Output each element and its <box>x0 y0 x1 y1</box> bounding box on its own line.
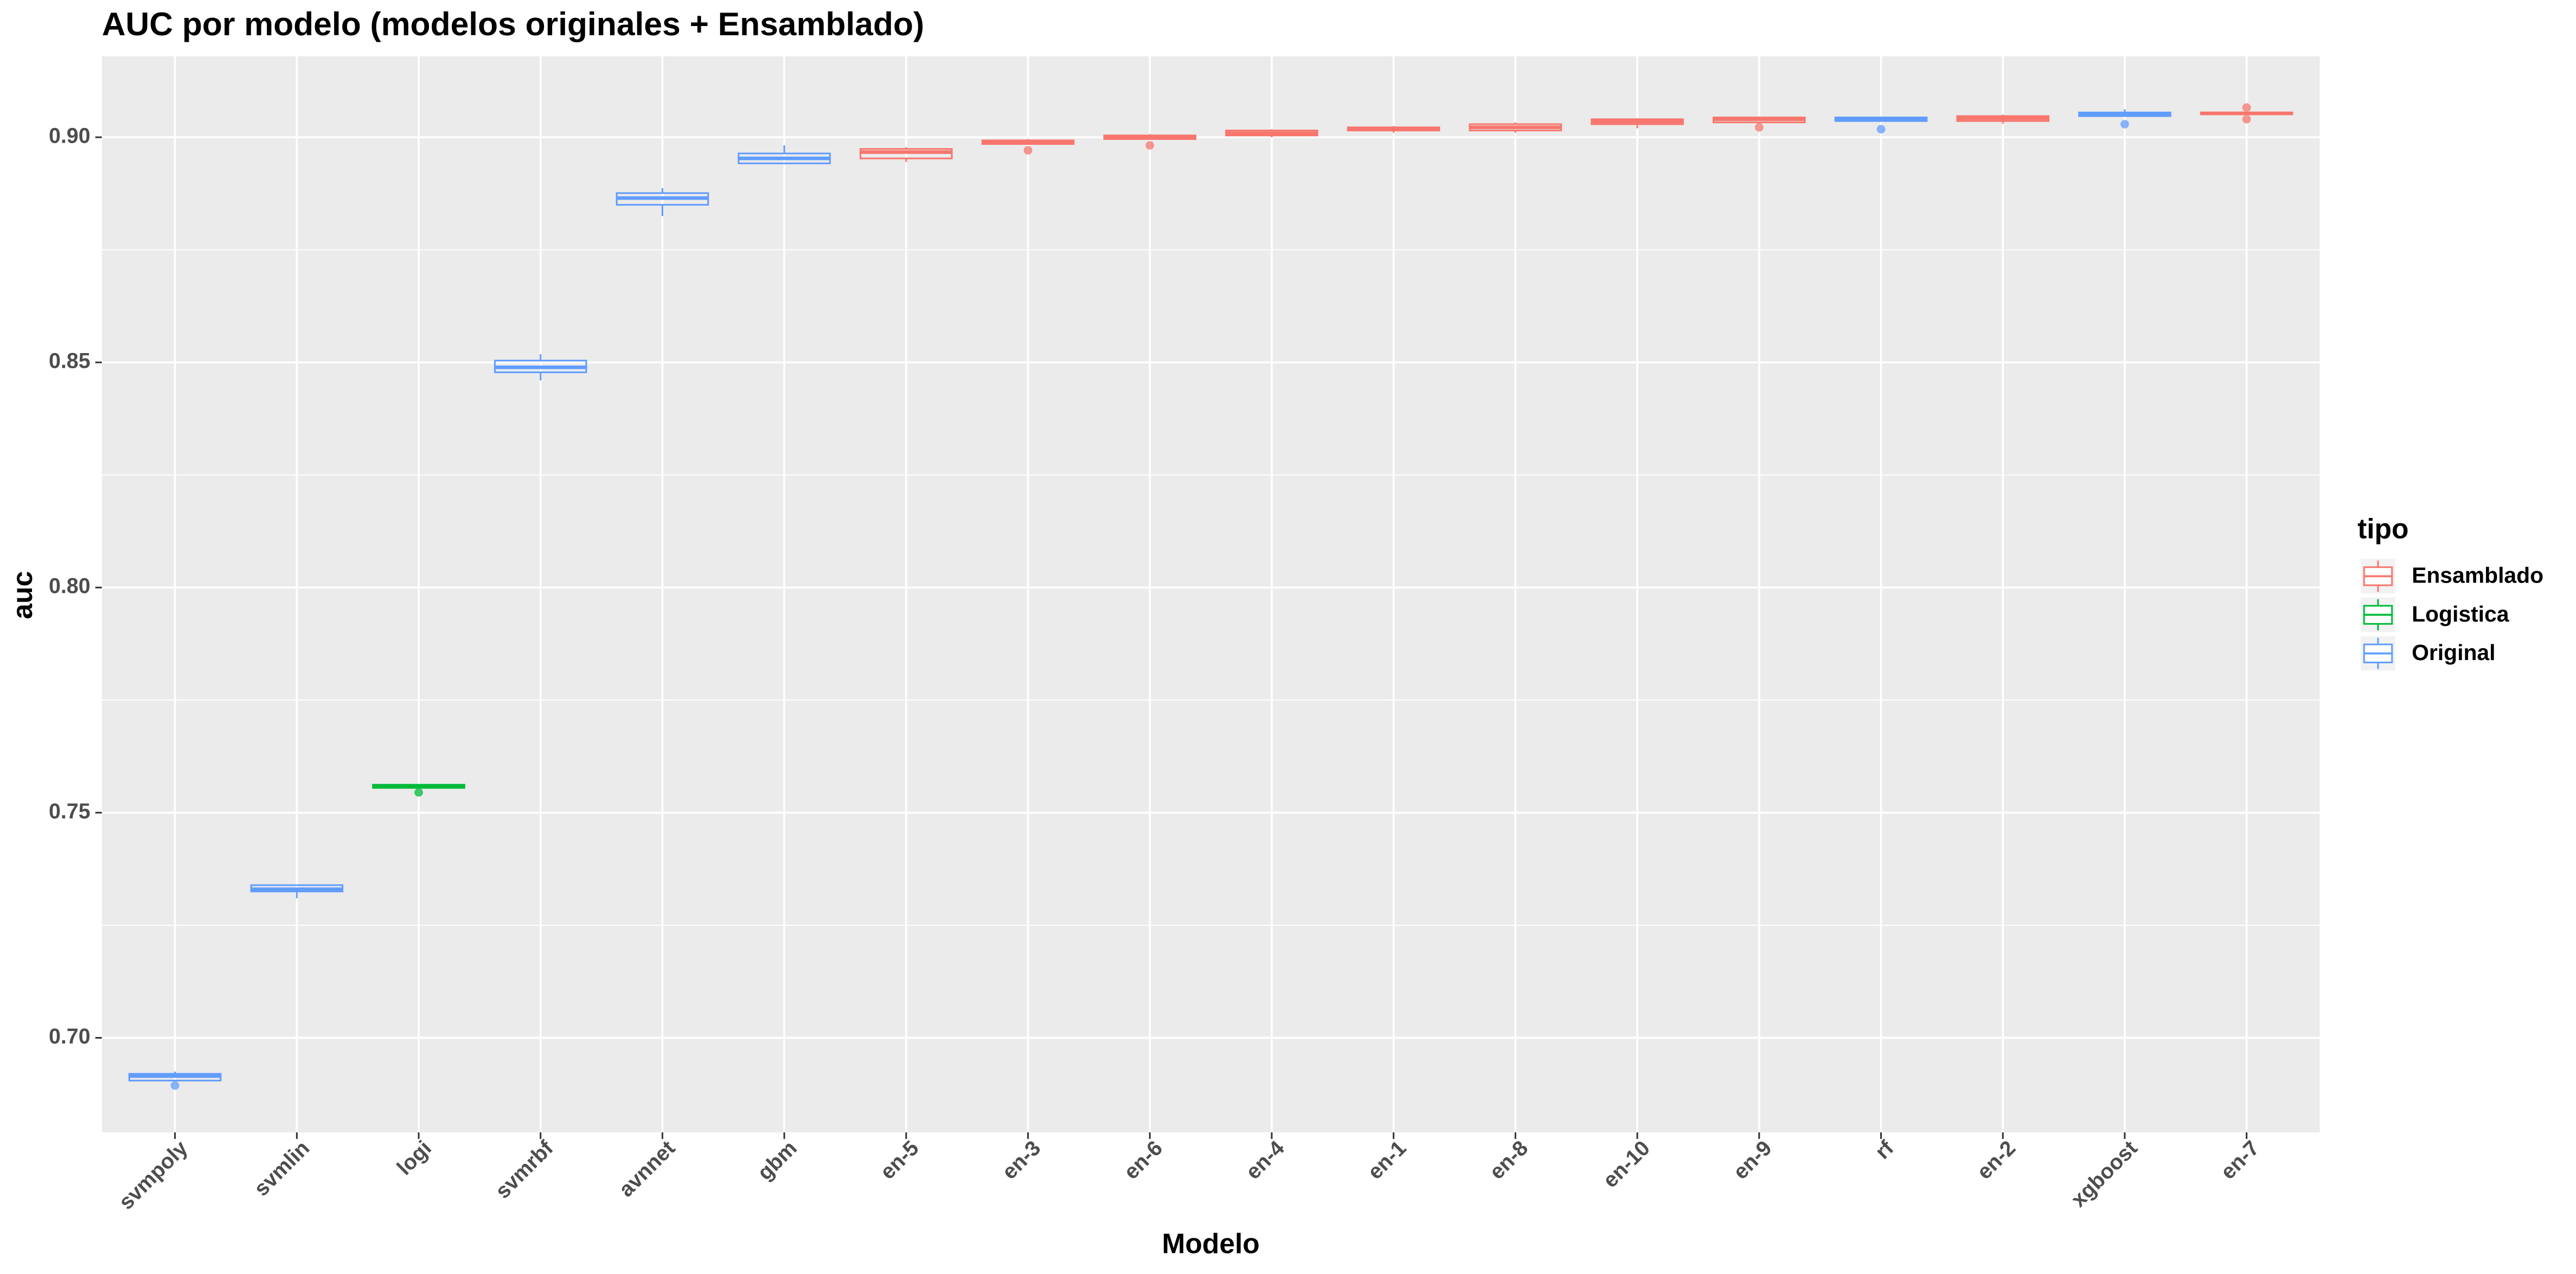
y-tick-label: 0.70 <box>49 1025 91 1048</box>
legend-label: Ensamblado <box>2412 563 2543 588</box>
outlier <box>1023 146 1033 155</box>
y-axis-label: auc <box>7 571 38 619</box>
panel <box>101 56 2320 1132</box>
outlier <box>414 788 423 797</box>
outlier <box>1145 141 1155 150</box>
outlier <box>2120 120 2129 129</box>
outlier <box>1754 123 1764 132</box>
legend-title: tipo <box>2357 513 2408 545</box>
y-tick-label: 0.75 <box>49 799 91 823</box>
legend-label: Original <box>2412 640 2495 665</box>
y-tick-label: 0.80 <box>49 574 91 598</box>
y-tick-label: 0.90 <box>49 124 91 148</box>
outlier <box>2242 103 2251 112</box>
x-axis-label: Modelo <box>1162 1227 1260 1259</box>
chart-title: AUC por modelo (modelos originales + Ens… <box>102 5 924 42</box>
legend-label: Logistica <box>2412 601 2509 626</box>
outlier <box>2242 114 2251 124</box>
outlier <box>1876 125 1886 134</box>
outlier <box>170 1081 180 1090</box>
y-tick-label: 0.85 <box>49 349 91 373</box>
